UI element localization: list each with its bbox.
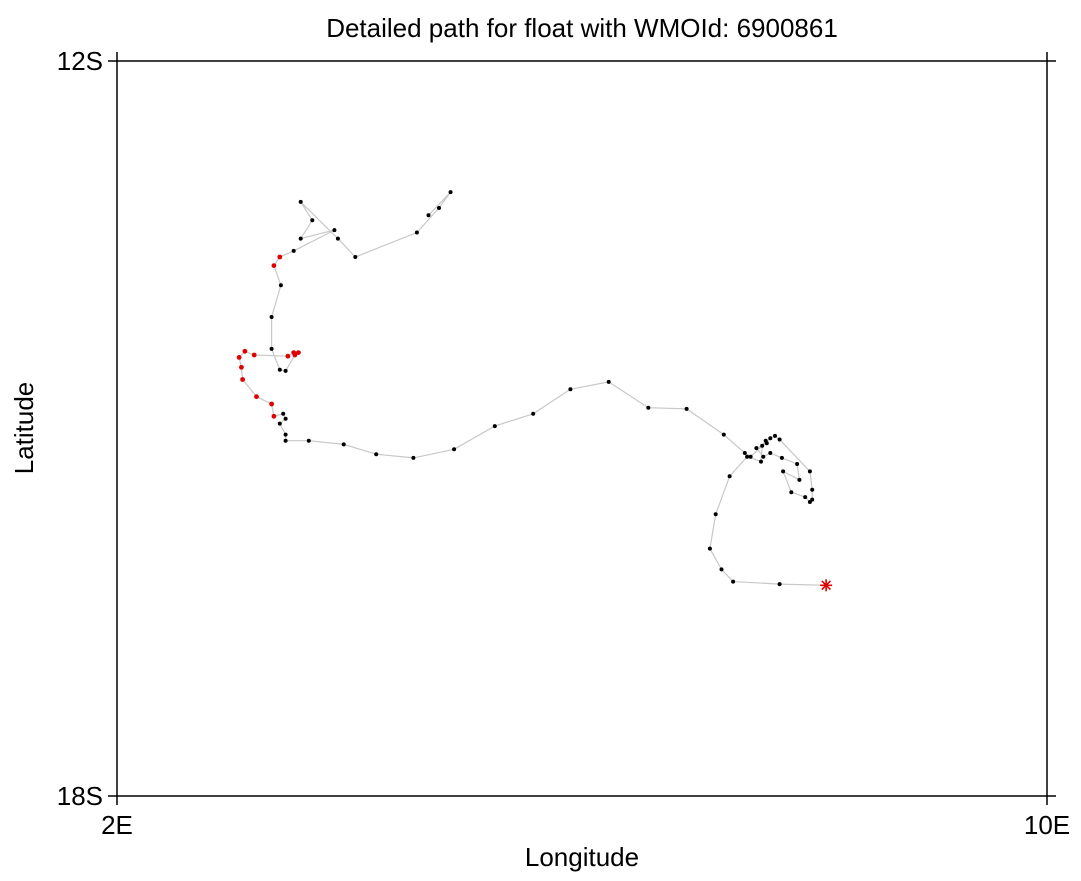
data-point-24 [807, 469, 812, 474]
data-point-23 [810, 487, 815, 492]
data-point-48 [269, 401, 274, 407]
data-point-66 [291, 248, 296, 253]
data-point-68 [298, 236, 303, 241]
data-point-6 [727, 474, 732, 479]
data-point-20 [803, 495, 808, 500]
data-point-57 [296, 350, 301, 355]
data-point-16 [795, 462, 800, 466]
data-point-73 [414, 230, 419, 235]
data-point-34 [568, 387, 573, 392]
data-point-29 [742, 451, 747, 455]
data-point-75 [448, 190, 453, 195]
data-point-18 [781, 469, 786, 474]
plot-frame [116, 60, 1048, 797]
x-tick-label-0: 2E [101, 810, 133, 840]
data-point-31 [684, 406, 689, 411]
data-point-8 [759, 459, 763, 464]
data-point-32 [646, 405, 651, 410]
chart-title: Detailed path for float with WMOId: 6900… [326, 13, 838, 43]
data-point-37 [452, 447, 457, 452]
data-point-47 [271, 413, 277, 419]
data-point-72 [353, 255, 358, 259]
asterisk-stroke-d2 [821, 580, 832, 591]
data-point-64 [271, 263, 277, 268]
data-point-60 [277, 367, 282, 372]
data-point-1 [777, 582, 782, 587]
data-point-7 [745, 454, 750, 459]
y-tick-label-0: 12S [57, 46, 103, 76]
data-point-76 [426, 213, 431, 218]
data-point-45 [283, 416, 288, 421]
data-point-40 [341, 442, 346, 447]
data-point-19 [789, 490, 794, 495]
data-point-59 [283, 368, 288, 373]
data-point-52 [236, 355, 242, 360]
data-points-layer [236, 190, 815, 587]
data-point-17 [797, 477, 802, 482]
data-point-53 [242, 348, 248, 354]
float-path-line [238, 191, 827, 586]
x-tick-label-1: 10E [1024, 810, 1070, 840]
data-point-44 [277, 421, 282, 426]
data-point-35 [531, 411, 536, 416]
data-point-50 [240, 377, 246, 382]
data-point-49 [254, 394, 259, 400]
data-point-27 [768, 436, 773, 441]
data-point-9 [760, 443, 765, 448]
data-point-15 [779, 455, 784, 460]
data-point-11 [764, 441, 769, 446]
data-point-12 [754, 446, 759, 451]
y-axis-label: Latitude [9, 382, 39, 475]
data-point-71 [335, 236, 340, 241]
data-point-33 [606, 379, 611, 384]
data-point-51 [239, 364, 244, 370]
x-axis-label: Longitude [525, 842, 639, 872]
start-marker-layer [820, 579, 833, 592]
data-point-70 [298, 199, 303, 204]
data-point-43 [283, 432, 288, 437]
start-position-asterisk [820, 579, 833, 592]
data-point-46 [281, 411, 286, 416]
data-point-30 [721, 432, 726, 437]
data-point-22 [810, 497, 815, 502]
data-point-14 [768, 451, 773, 455]
data-point-67 [332, 228, 337, 233]
axis-ticks: 2E 10E 12S 18S [57, 46, 1070, 840]
data-point-74 [437, 206, 441, 210]
data-point-4 [707, 546, 712, 551]
data-point-3 [719, 567, 724, 572]
data-point-28 [748, 454, 753, 459]
data-point-2 [731, 579, 736, 584]
data-point-54 [251, 352, 257, 358]
data-point-25 [777, 437, 782, 442]
data-point-63 [278, 283, 283, 288]
data-point-42 [283, 438, 288, 443]
data-point-61 [269, 346, 274, 351]
data-point-58 [292, 352, 298, 358]
data-point-55 [285, 353, 291, 359]
data-point-39 [374, 452, 379, 457]
data-point-26 [773, 433, 777, 438]
data-point-36 [492, 424, 497, 429]
data-point-41 [306, 438, 311, 443]
path-line-layer [238, 191, 827, 586]
data-point-62 [269, 315, 274, 319]
data-point-69 [310, 218, 315, 223]
data-point-38 [411, 455, 416, 460]
data-point-13 [761, 454, 766, 459]
data-point-5 [713, 512, 718, 517]
data-point-65 [277, 254, 283, 260]
y-tick-label-1: 18S [57, 781, 103, 811]
plot-area-border [116, 60, 1048, 797]
